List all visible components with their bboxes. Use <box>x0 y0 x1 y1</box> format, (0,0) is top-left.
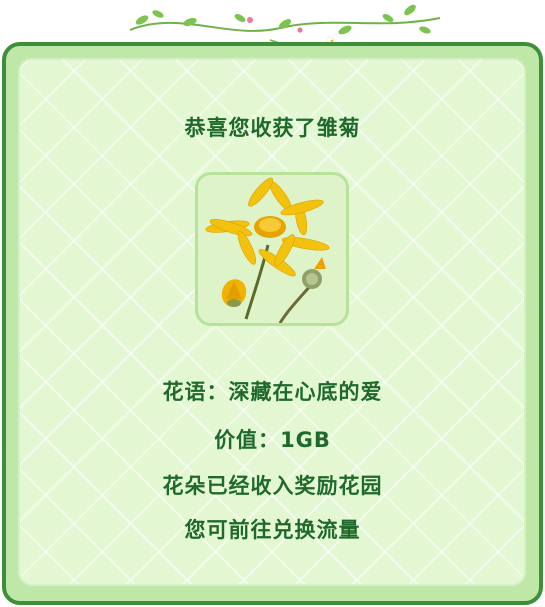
value-line: 价值：1GB <box>0 424 545 454</box>
flower-image-card <box>195 172 349 326</box>
daisy-flower-icon <box>205 177 330 323</box>
flower-language-value: 深藏在心底的爱 <box>228 380 383 404</box>
redeem-message: 您可前往兑换流量 <box>184 518 361 542</box>
flower-language-line: 花语：深藏在心底的爱 <box>0 376 545 406</box>
reward-title: 恭喜您收获了雏菊 <box>184 116 361 140</box>
flower-language-label: 花语： <box>162 380 229 404</box>
value-amount: 1GB <box>280 428 331 452</box>
value-label: 价值： <box>214 428 281 452</box>
collected-message: 花朵已经收入奖励花园 <box>162 474 383 498</box>
